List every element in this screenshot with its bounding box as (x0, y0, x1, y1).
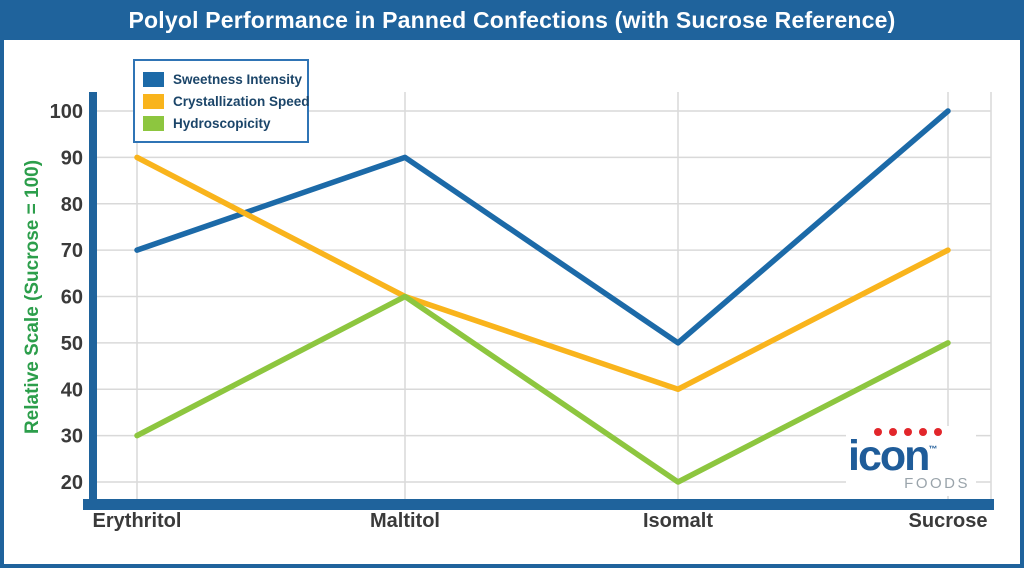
logo-brand-text: icon (848, 432, 930, 480)
x-tick-label: Maltitol (370, 510, 440, 532)
x-axis-bar (83, 499, 994, 510)
y-tick-label: 40 (61, 379, 83, 401)
y-tick-label: 70 (61, 240, 83, 262)
series-line-crystallization-speed (134, 154, 951, 392)
legend-swatch-icon (143, 115, 164, 131)
y-tick-label: 80 (61, 194, 83, 216)
y-axis-label: Relative Scale (Sucrose = 100) (22, 159, 43, 435)
logo-dot-icon (919, 428, 927, 436)
legend-item: Hydroscopicity (143, 112, 299, 134)
legend-label: Crystallization Speed (173, 93, 310, 109)
legend-label: Sweetness Intensity (173, 71, 303, 87)
series-line-sweetness-intensity (134, 108, 951, 346)
legend-swatch-icon (143, 93, 164, 109)
y-axis-bar (89, 92, 97, 507)
x-tick-label: Isomalt (643, 510, 713, 532)
logo-subtext: FOODS (904, 474, 970, 492)
x-tick-label: Sucrose (909, 510, 988, 532)
y-tick-label: 30 (61, 426, 83, 448)
logo-dots-icon (874, 428, 974, 436)
logo-wordmark: icon™ (848, 435, 974, 478)
title-bar: Polyol Performance in Panned Confections… (0, 0, 1024, 40)
legend-item: Sweetness Intensity (143, 68, 303, 90)
y-tick-label: 100 (50, 101, 83, 123)
y-tick-label: 90 (61, 147, 83, 169)
y-tick-label: 20 (61, 472, 83, 494)
legend-label: Hydroscopicity (173, 115, 271, 131)
logo-dot-icon (904, 428, 912, 436)
x-tick-label: Erythritol (93, 510, 182, 532)
legend-item: Crystallization Speed (143, 90, 310, 112)
series-line-hydroscopicity (134, 293, 951, 485)
legend: Sweetness Intensity Crystallization Speed… (133, 59, 310, 143)
y-tick-label: 60 (61, 287, 83, 309)
trademark-symbol: ™ (928, 444, 938, 454)
logo-dot-icon (889, 428, 897, 436)
chart-title: Polyol Performance in Panned Confections… (128, 6, 896, 33)
legend-swatch-icon (143, 71, 164, 87)
logo-dot-icon (934, 428, 942, 436)
icon-foods-logo: icon™ FOODS (846, 426, 976, 496)
logo-dot-icon (874, 428, 882, 436)
y-tick-label: 50 (61, 333, 83, 355)
